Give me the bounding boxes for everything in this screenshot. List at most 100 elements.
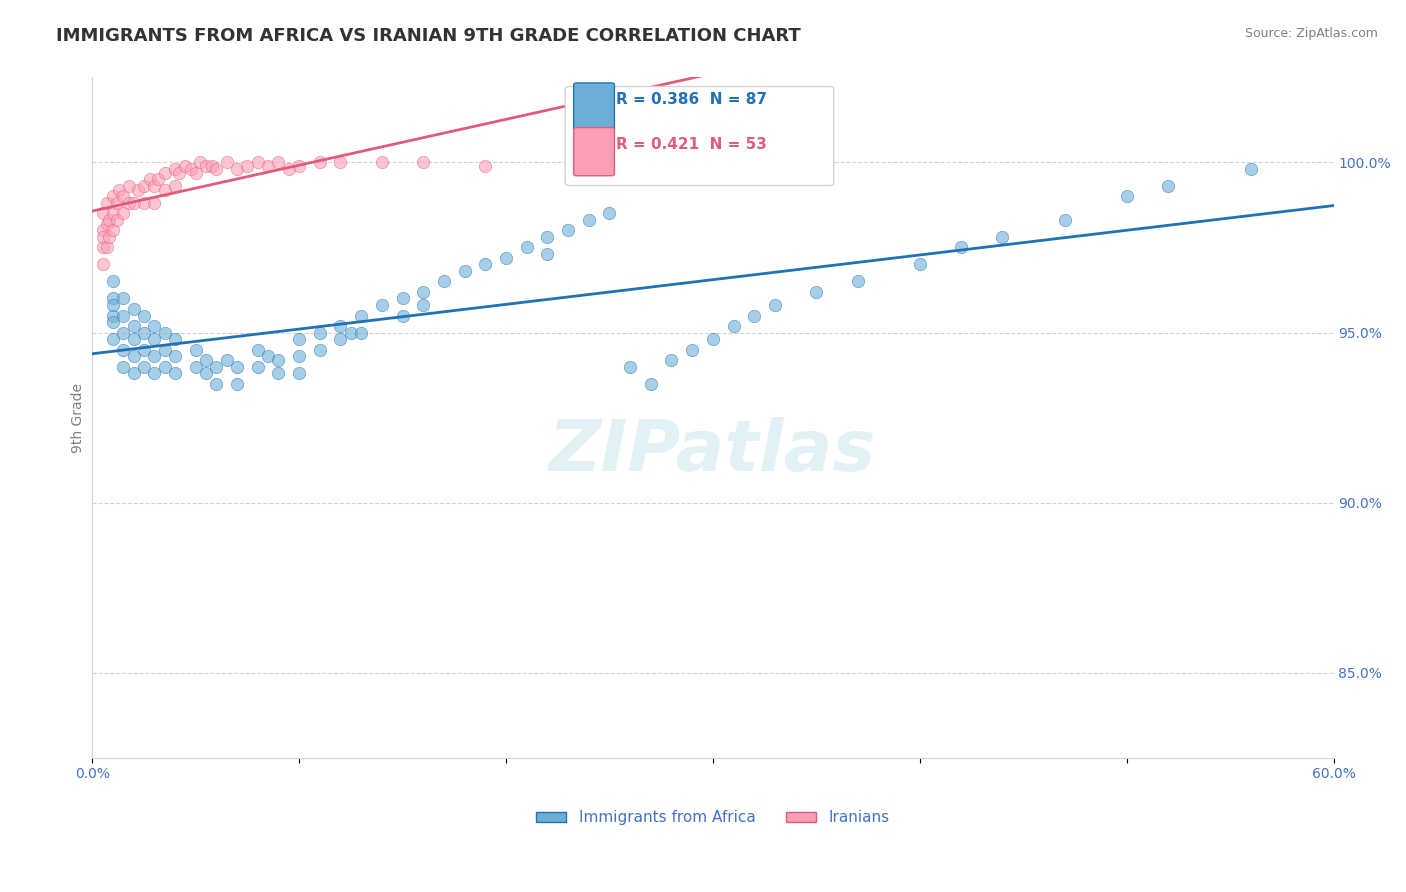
Text: ZIPatlas: ZIPatlas <box>550 417 876 486</box>
Point <box>163 367 186 381</box>
Point <box>112 292 135 306</box>
Point <box>143 196 166 211</box>
Point <box>153 343 176 357</box>
Point <box>433 275 456 289</box>
Point <box>122 301 145 316</box>
Point <box>101 223 124 237</box>
Point <box>288 159 311 173</box>
Point <box>105 213 128 227</box>
Point <box>453 264 475 278</box>
Point <box>194 352 217 367</box>
Point <box>122 349 145 363</box>
Point <box>112 326 135 340</box>
Point <box>127 183 149 197</box>
Point <box>267 155 290 169</box>
Point <box>246 155 269 169</box>
Point <box>1240 162 1263 177</box>
Point <box>96 240 118 254</box>
Point <box>578 213 600 227</box>
Point <box>132 326 155 340</box>
Point <box>1053 213 1076 227</box>
Point <box>143 349 166 363</box>
Point <box>661 352 683 367</box>
Point <box>391 309 413 323</box>
Point <box>288 332 311 346</box>
Point <box>557 223 579 237</box>
Text: IMMIGRANTS FROM AFRICA VS IRANIAN 9TH GRADE CORRELATION CHART: IMMIGRANTS FROM AFRICA VS IRANIAN 9TH GR… <box>56 27 801 45</box>
Point <box>112 343 135 357</box>
Point <box>288 349 311 363</box>
Text: R = 0.386  N = 87: R = 0.386 N = 87 <box>616 93 766 107</box>
Point <box>246 343 269 357</box>
Point <box>96 217 118 231</box>
Point <box>516 240 538 254</box>
Point <box>101 275 124 289</box>
Point <box>91 230 114 244</box>
Point <box>163 332 186 346</box>
Point <box>122 367 145 381</box>
Point <box>991 230 1014 244</box>
Point <box>91 240 114 254</box>
Point <box>105 196 128 211</box>
Point <box>246 359 269 374</box>
Point <box>950 240 973 254</box>
Point <box>329 155 352 169</box>
Point <box>257 159 280 173</box>
Point <box>205 162 228 177</box>
Y-axis label: 9th Grade: 9th Grade <box>72 383 86 452</box>
Point <box>215 352 238 367</box>
Point <box>308 326 330 340</box>
Point <box>536 230 558 244</box>
Legend: Immigrants from Africa, Iranians: Immigrants from Africa, Iranians <box>530 805 896 831</box>
Point <box>536 247 558 261</box>
Point <box>91 206 114 220</box>
Point <box>122 332 145 346</box>
Point <box>143 179 166 194</box>
Point <box>112 359 135 374</box>
Point <box>205 359 228 374</box>
Point <box>308 343 330 357</box>
Point <box>143 332 166 346</box>
Point <box>96 196 118 211</box>
Point <box>908 258 931 272</box>
Point <box>132 343 155 357</box>
Point <box>188 155 211 169</box>
Point <box>101 189 124 203</box>
Point <box>1157 179 1180 194</box>
Point <box>112 206 135 220</box>
Point <box>371 155 394 169</box>
Point <box>184 166 207 180</box>
Point <box>143 318 166 333</box>
Text: Source: ZipAtlas.com: Source: ZipAtlas.com <box>1244 27 1378 40</box>
Point <box>236 159 259 173</box>
Point <box>215 155 238 169</box>
Point <box>91 258 114 272</box>
Point <box>194 367 217 381</box>
Point <box>257 349 280 363</box>
Point <box>205 376 228 391</box>
Point <box>371 298 394 312</box>
Point <box>226 359 249 374</box>
Point <box>97 230 120 244</box>
Point <box>412 298 434 312</box>
Point <box>167 166 190 180</box>
Point <box>112 189 135 203</box>
Point <box>118 179 141 194</box>
Point <box>153 183 176 197</box>
Point <box>474 159 496 173</box>
Point <box>122 196 145 211</box>
Point <box>742 309 765 323</box>
Point <box>148 172 170 186</box>
Text: R = 0.421  N = 53: R = 0.421 N = 53 <box>616 137 766 152</box>
Point <box>226 376 249 391</box>
Point <box>619 359 641 374</box>
Point <box>412 285 434 299</box>
Point <box>108 183 131 197</box>
Point <box>806 285 828 299</box>
Point <box>101 298 124 312</box>
Point <box>139 172 162 186</box>
Point <box>163 349 186 363</box>
Point <box>153 326 176 340</box>
Point <box>101 206 124 220</box>
Point <box>350 326 373 340</box>
